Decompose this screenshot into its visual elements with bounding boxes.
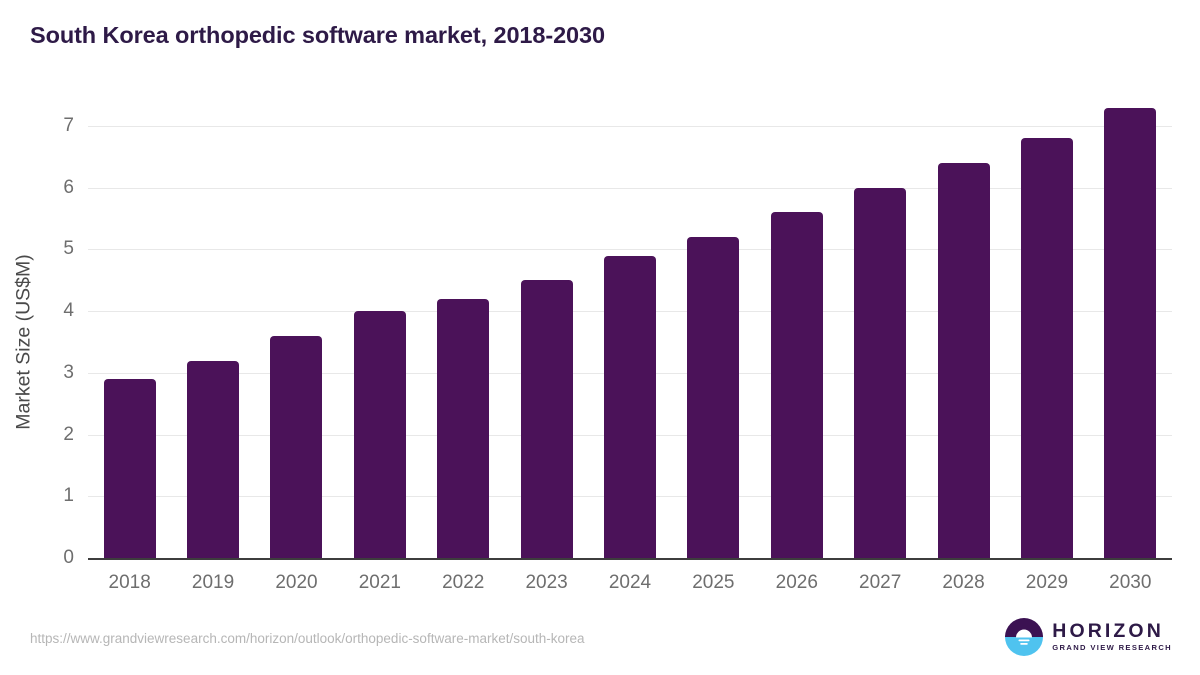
bar[interactable] xyxy=(770,212,823,558)
x-axis-tick-label: 2019 xyxy=(191,572,235,593)
x-axis-tick-label: 2023 xyxy=(525,572,568,593)
y-axis-tick-label: 0 xyxy=(63,547,74,568)
bar[interactable] xyxy=(437,298,490,558)
y-axis-tick-label: 5 xyxy=(63,238,74,260)
y-axis-tick-label: 1 xyxy=(63,485,74,507)
x-axis-line xyxy=(88,558,1172,560)
horizon-logo-text: HORIZON GRAND VIEW RESEARCH xyxy=(1052,619,1172,653)
y-axis-tick-label: 4 xyxy=(63,300,74,322)
x-axis-tick-label: 2020 xyxy=(275,572,318,593)
logo-tagline: GRAND VIEW RESEARCH xyxy=(1052,643,1172,653)
x-axis-tick-label: 2029 xyxy=(1025,572,1069,593)
page-title: South Korea orthopedic software market, … xyxy=(30,22,605,48)
gridline xyxy=(88,249,1172,251)
bar[interactable] xyxy=(1104,107,1157,558)
bar[interactable] xyxy=(604,255,656,558)
bar[interactable] xyxy=(187,360,240,558)
x-axis-tick-label: 2024 xyxy=(608,572,652,593)
bar[interactable] xyxy=(854,187,907,558)
bar[interactable] xyxy=(270,335,323,558)
x-axis-tick-label: 2028 xyxy=(942,572,985,593)
gridline xyxy=(88,187,1172,189)
x-axis-tick-label: 2025 xyxy=(692,572,735,593)
bar[interactable] xyxy=(687,237,740,558)
x-axis-tick-label: 2021 xyxy=(358,572,401,593)
y-axis-tick-label: 3 xyxy=(63,361,74,383)
x-axis-tick-label: 2030 xyxy=(1109,572,1152,593)
y-axis-tick-label: 2 xyxy=(63,423,74,445)
y-axis-tick-label: 7 xyxy=(63,115,74,136)
horizon-logo[interactable]: HORIZON GRAND VIEW RESEARCH xyxy=(1005,618,1172,656)
bar[interactable] xyxy=(353,311,406,558)
logo-wordmark: HORIZON xyxy=(1052,619,1164,642)
y-axis-tick-label: 6 xyxy=(63,176,74,198)
gridline xyxy=(88,126,1172,127)
x-axis-tick-label: 2022 xyxy=(442,572,485,593)
y-axis-title: Market Size (US$M) xyxy=(12,254,35,430)
bar[interactable] xyxy=(1020,138,1073,558)
plot-area: 0 1 2 3 4 5 6 7 xyxy=(63,107,1172,568)
bar[interactable] xyxy=(937,163,990,558)
bar[interactable] xyxy=(103,379,156,558)
x-axis-tick-label: 2026 xyxy=(775,572,818,593)
source-url[interactable]: https://www.grandviewresearch.com/horizo… xyxy=(30,631,585,646)
x-axis-tick-label: 2027 xyxy=(859,572,902,593)
horizon-logo-icon xyxy=(1005,618,1044,656)
x-axis-tick-label: 2018 xyxy=(108,572,151,593)
bar[interactable] xyxy=(520,280,573,558)
